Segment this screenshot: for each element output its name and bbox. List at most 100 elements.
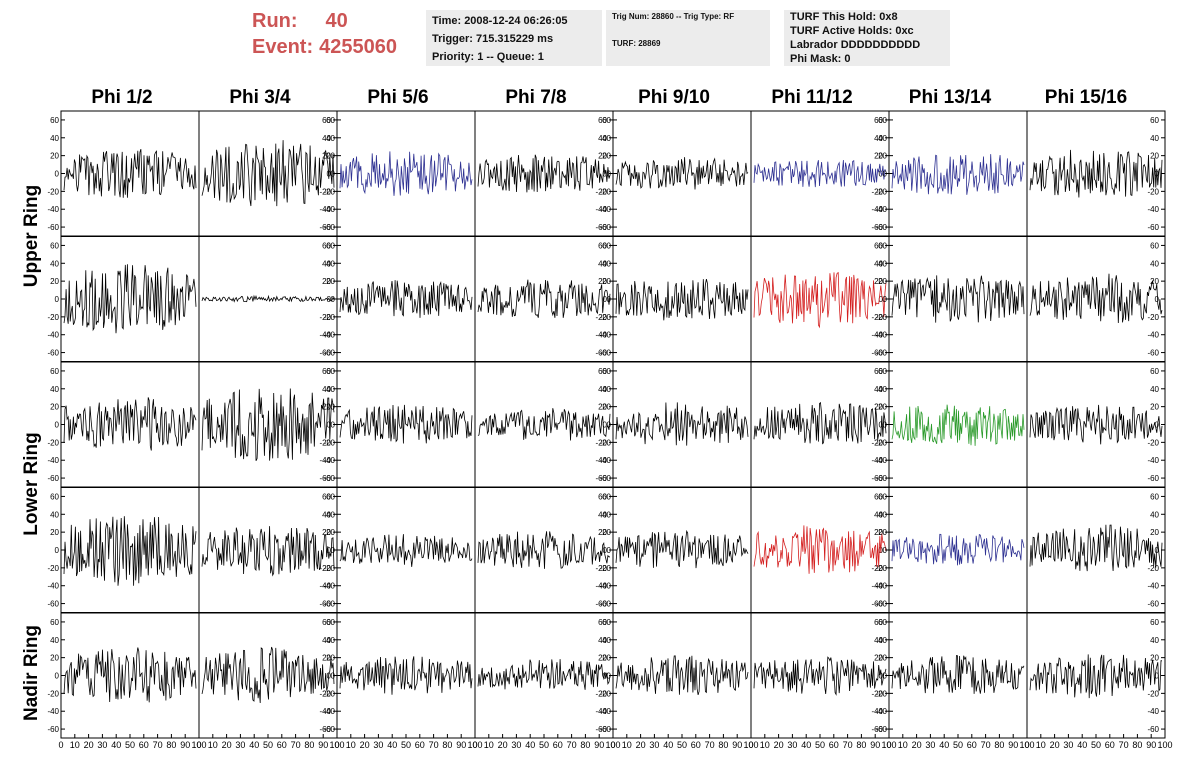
y-tick-label: 40 <box>602 510 611 519</box>
y-tick-label: -20 <box>323 438 335 447</box>
y-tick-label: -20 <box>1147 689 1159 698</box>
y-tick-label: -20 <box>319 313 331 322</box>
y-tick-label: -20 <box>875 187 887 196</box>
waveform-trace <box>1029 524 1163 572</box>
y-tick-label: -60 <box>319 474 331 483</box>
col-header-4: Phi 7/8 <box>505 87 567 108</box>
panel-frame <box>336 487 476 613</box>
y-tick-label: 20 <box>598 528 607 537</box>
x-tick-label: 40 <box>801 740 811 750</box>
waveform-trace <box>63 397 197 451</box>
y-tick-label: -60 <box>875 725 887 734</box>
y-tick-label: 60 <box>50 492 59 501</box>
x-tick-label: 90 <box>594 740 604 750</box>
y-tick-label: 0 <box>607 295 612 304</box>
y-tick-label: -40 <box>319 205 331 214</box>
y-tick-label: 60 <box>602 241 611 250</box>
y-tick-label: 40 <box>326 385 335 394</box>
turf-this-hold: TURF This Hold: 0x8 <box>790 11 898 23</box>
turf-hold-info: TURF This Hold: 0x8 TURF Active Holds: 0… <box>784 10 950 66</box>
waveform-trace <box>615 655 749 696</box>
x-tick-label: 50 <box>953 740 963 750</box>
panel-frame <box>336 236 476 362</box>
y-tick-label: 40 <box>326 259 335 268</box>
y-tick-label: 40 <box>50 134 59 143</box>
y-tick-label: 20 <box>326 403 335 412</box>
y-tick-label: 40 <box>598 134 607 143</box>
waveform-trace <box>201 526 335 577</box>
run-value: 40 <box>325 10 348 32</box>
y-tick-label: 40 <box>874 385 883 394</box>
waveform-trace <box>63 516 197 586</box>
y-tick-label: -40 <box>319 707 331 716</box>
x-tick-label: 60 <box>691 740 701 750</box>
y-tick-label: 40 <box>598 636 607 645</box>
x-tick-label: 100 <box>191 740 206 750</box>
y-tick-label: 20 <box>874 528 883 537</box>
y-tick-label: -60 <box>323 349 335 358</box>
waveform-trace <box>891 275 1025 323</box>
x-tick-label: 10 <box>760 740 770 750</box>
y-tick-label: -40 <box>47 582 59 591</box>
y-tick-label: -60 <box>599 725 611 734</box>
y-tick-label: -40 <box>323 707 335 716</box>
run-label: Run: <box>252 10 298 32</box>
x-tick-label: 20 <box>774 740 784 750</box>
y-tick-label: -40 <box>319 582 331 591</box>
y-tick-label: 60 <box>322 116 331 125</box>
panel-frame <box>1026 487 1166 613</box>
y-tick-label: -60 <box>323 474 335 483</box>
waveform-trace <box>339 151 473 196</box>
y-tick-label: 40 <box>602 259 611 268</box>
y-tick-label: -20 <box>1147 564 1159 573</box>
y-tick-label: -60 <box>871 725 883 734</box>
y-tick-label: 40 <box>322 259 331 268</box>
y-tick-label: 20 <box>602 403 611 412</box>
y-tick-label: -20 <box>875 689 887 698</box>
waveform-trace <box>891 533 1025 566</box>
x-tick-label: 20 <box>636 740 646 750</box>
priority-line: Priority: 1 -- Queue: 1 <box>432 51 544 63</box>
y-tick-label: -20 <box>595 313 607 322</box>
y-tick-label: 20 <box>602 654 611 663</box>
x-tick-label: 0 <box>58 740 63 750</box>
y-tick-label: 60 <box>50 618 59 627</box>
x-tick-label: 70 <box>843 740 853 750</box>
y-tick-label: 0 <box>55 421 60 430</box>
y-tick-label: 40 <box>1150 259 1159 268</box>
y-tick-label: -20 <box>1147 187 1159 196</box>
y-tick-label: 60 <box>1150 241 1159 250</box>
y-tick-label: 60 <box>326 492 335 501</box>
panel-frame <box>750 361 890 488</box>
col-header-3: Phi 5/6 <box>367 87 429 108</box>
x-tick-label: 50 <box>677 740 687 750</box>
y-tick-label: 40 <box>874 636 883 645</box>
y-tick-label: 0 <box>331 672 336 681</box>
y-tick-label: 20 <box>1150 277 1159 286</box>
x-tick-label: 50 <box>401 740 411 750</box>
waveform-trace <box>477 659 611 690</box>
y-tick-label: -40 <box>875 456 887 465</box>
x-tick-label: 100 <box>743 740 758 750</box>
y-tick-label: 0 <box>883 170 888 179</box>
trig-num-line: Trig Num: 28860 -- Trig Type: RF <box>612 12 735 21</box>
y-tick-label: 20 <box>1150 152 1159 161</box>
y-tick-label: 60 <box>598 367 607 376</box>
y-tick-label: -40 <box>595 331 607 340</box>
x-tick-label: 20 <box>360 740 370 750</box>
y-tick-label: 20 <box>326 152 335 161</box>
waveform-trace <box>63 148 197 198</box>
y-tick-label: 40 <box>1150 510 1159 519</box>
y-tick-label: 0 <box>55 546 60 555</box>
y-tick-label: -40 <box>323 331 335 340</box>
y-tick-label: 60 <box>598 618 607 627</box>
y-tick-label: 0 <box>607 672 612 681</box>
y-tick-label: 60 <box>878 367 887 376</box>
x-tick-label: 0 <box>748 740 753 750</box>
y-tick-label: -40 <box>875 331 887 340</box>
y-tick-label: 0 <box>327 421 332 430</box>
y-tick-label: 20 <box>1150 654 1159 663</box>
x-tick-label: 90 <box>870 740 880 750</box>
y-tick-label: 0 <box>607 170 612 179</box>
y-tick-label: -40 <box>875 205 887 214</box>
